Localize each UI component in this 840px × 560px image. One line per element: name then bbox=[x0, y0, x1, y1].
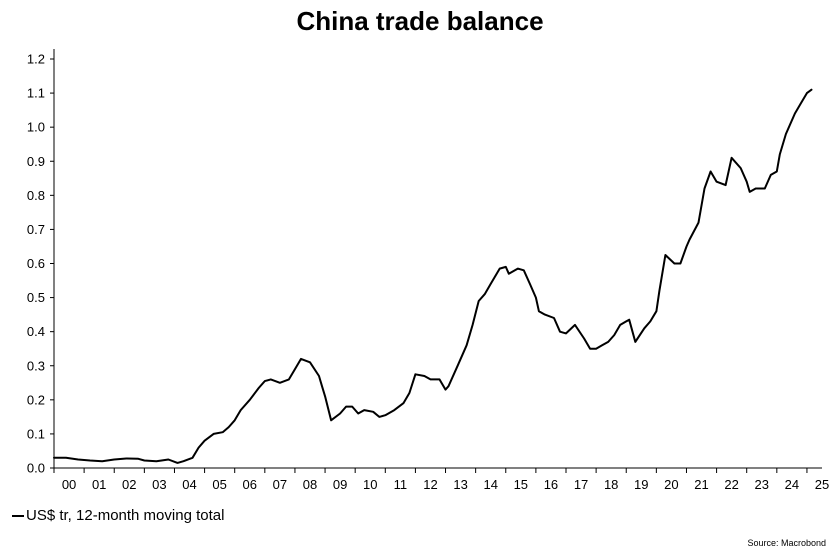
x-tick-label: 00 bbox=[62, 477, 76, 492]
y-tick-label: 1.0 bbox=[27, 120, 45, 135]
series-layer bbox=[53, 88, 813, 464]
source-note: Source: Macrobond bbox=[747, 538, 826, 548]
y-tick-label: 0.9 bbox=[27, 154, 45, 169]
y-tick-label: 0.6 bbox=[27, 256, 45, 271]
x-tick-label: 22 bbox=[724, 477, 738, 492]
y-tick-label: 0.7 bbox=[27, 222, 45, 237]
y-tick-label: 0.2 bbox=[27, 392, 45, 407]
x-tick-label: 08 bbox=[303, 477, 317, 492]
x-tick-label: 12 bbox=[423, 477, 437, 492]
y-tick-label: 1.1 bbox=[27, 86, 45, 101]
x-tick-label: 07 bbox=[273, 477, 287, 492]
x-tick-label: 10 bbox=[363, 477, 377, 492]
y-tick-label: 0.5 bbox=[27, 290, 45, 305]
x-tick-label: 02 bbox=[122, 477, 136, 492]
y-axis: 0.0 0.1 0.2 0.3 0.4 0.5 0.6 0.7 0.8 0.9 1.0 1.1 1.2 bbox=[27, 49, 55, 476]
legend-label: US$ tr, 12-month moving total bbox=[26, 507, 225, 524]
x-tick-label: 05 bbox=[212, 477, 226, 492]
y-tick-label: 0.4 bbox=[27, 324, 45, 339]
x-tick-label: 25 bbox=[815, 477, 829, 492]
legend-swatch bbox=[12, 514, 24, 517]
x-axis: 00 01 02 03 04 05 06 07 08 09 10 11 12 13 14 15 16 17 18 19… bbox=[53, 467, 829, 492]
series-line-0 bbox=[53, 88, 813, 464]
x-tick-label: 21 bbox=[694, 477, 708, 492]
x-tick-label: 03 bbox=[152, 477, 166, 492]
x-tick-label: 06 bbox=[243, 477, 257, 492]
y-tick-label: 0.0 bbox=[27, 461, 45, 476]
x-tick-label: 24 bbox=[785, 477, 799, 492]
chart-title: China trade balance bbox=[296, 6, 544, 36]
x-tick-label: 20 bbox=[664, 477, 678, 492]
x-tick-label: 16 bbox=[544, 477, 558, 492]
x-tick-label: 17 bbox=[574, 477, 588, 492]
y-tick-label: 0.1 bbox=[27, 426, 45, 441]
x-tick-label: 19 bbox=[634, 477, 648, 492]
y-tick-label: 0.3 bbox=[27, 358, 45, 373]
y-tick-label: 0.8 bbox=[27, 188, 45, 203]
x-tick-label: 18 bbox=[604, 477, 618, 492]
x-tick-label: 11 bbox=[394, 477, 408, 492]
x-tick-label: 14 bbox=[483, 477, 497, 492]
x-tick-label: 04 bbox=[182, 477, 196, 492]
x-tick-label: 01 bbox=[92, 477, 106, 492]
x-tick-label: 15 bbox=[514, 477, 528, 492]
legend: US$ tr, 12-month moving total bbox=[12, 507, 224, 524]
x-tick-label: 09 bbox=[333, 477, 347, 492]
y-tick-label: 1.2 bbox=[27, 52, 45, 67]
x-tick-label: 23 bbox=[755, 477, 769, 492]
x-tick-label: 13 bbox=[453, 477, 467, 492]
